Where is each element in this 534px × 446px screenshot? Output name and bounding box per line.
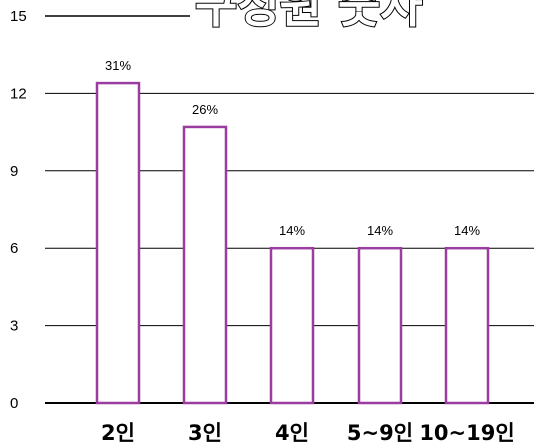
data-label: 14% [454, 223, 480, 238]
bar [357, 246, 403, 405]
chart-title-group: 구성원 숫자 [194, 0, 424, 34]
bars [95, 81, 490, 405]
y-tick-label: 3 [10, 318, 18, 335]
y-tick-label: 9 [10, 163, 18, 180]
data-label: 31% [105, 58, 131, 73]
y-tick-label: 15 [10, 8, 27, 25]
bar [444, 246, 490, 405]
x-tick-label: 2인 [101, 421, 135, 445]
x-axis-ticks: 2인 3인 4인 5~9인 10~19인 [101, 421, 515, 445]
data-labels: 31% 26% 14% 14% 14% [105, 58, 480, 238]
y-tick-label: 0 [10, 395, 18, 412]
data-label: 14% [367, 223, 393, 238]
x-tick-label: 5~9인 [347, 421, 413, 445]
bar [182, 125, 228, 405]
chart-title: 구성원 숫자 [195, 0, 423, 33]
y-axis-ticks: 0 3 6 9 12 15 [10, 8, 27, 412]
x-tick-label: 10~19인 [419, 421, 514, 445]
bar [95, 81, 141, 405]
data-label: 26% [192, 102, 218, 117]
y-tick-label: 6 [10, 240, 18, 257]
data-label: 14% [279, 223, 305, 238]
x-tick-label: 3인 [188, 421, 222, 445]
y-tick-label: 12 [10, 85, 27, 102]
bar [269, 246, 315, 405]
x-tick-label: 4인 [275, 421, 309, 445]
